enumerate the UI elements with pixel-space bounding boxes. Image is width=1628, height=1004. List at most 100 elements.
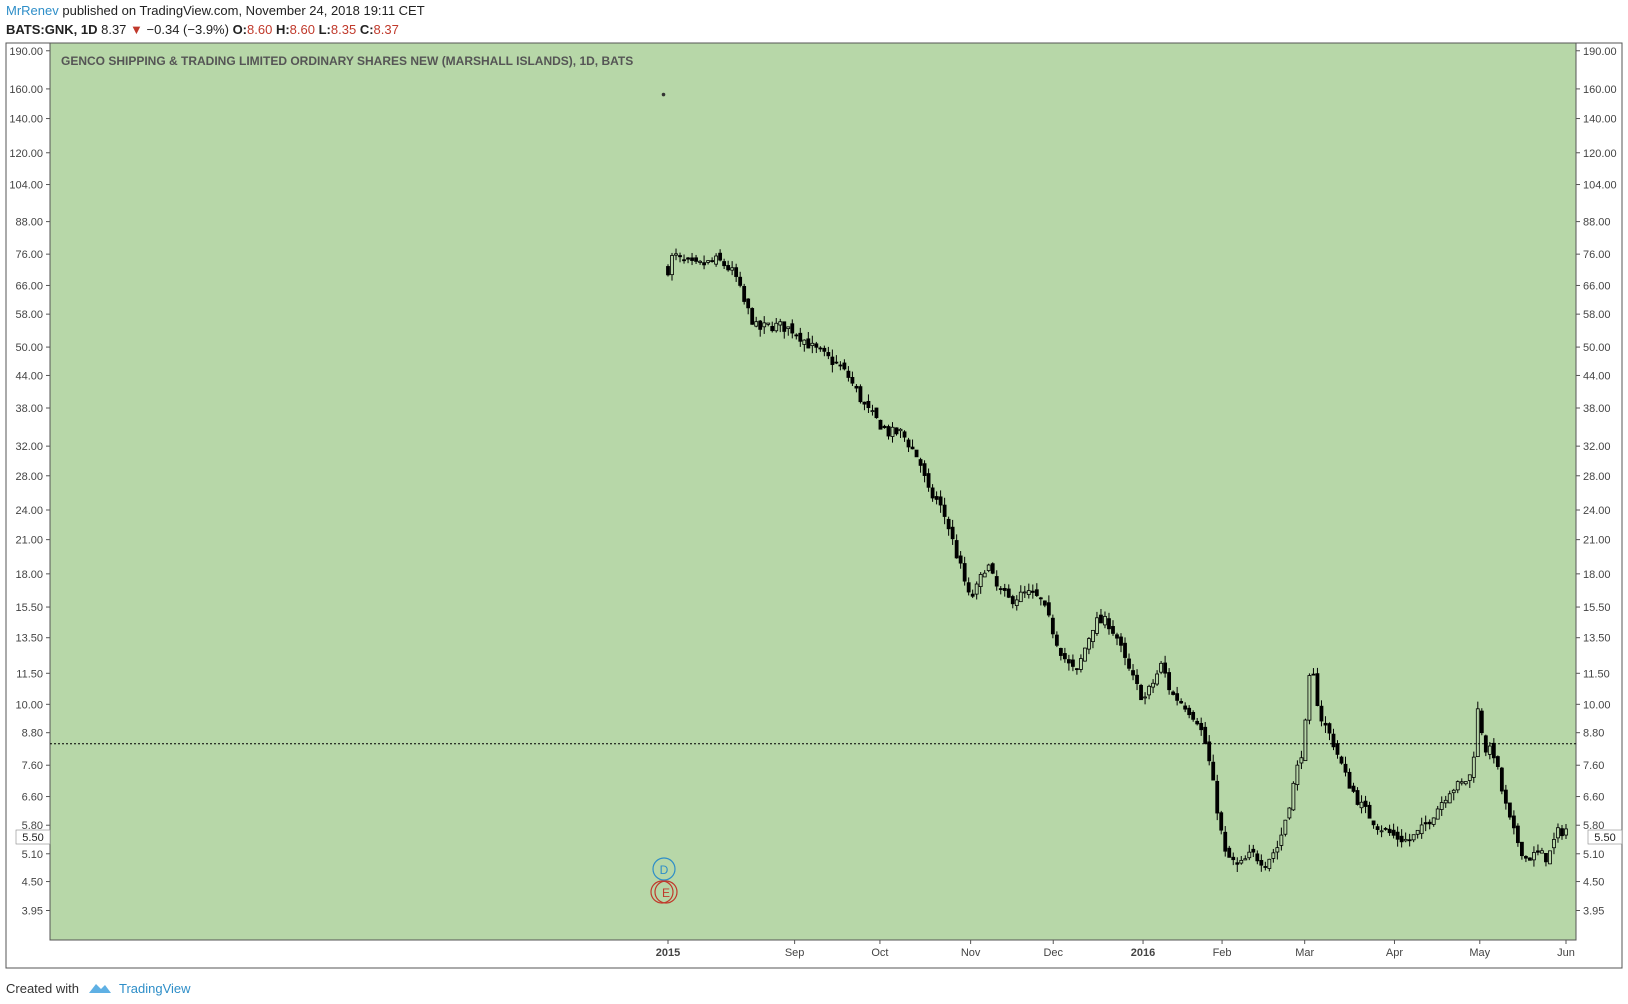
candle-body: [1227, 847, 1232, 858]
y-tick-label-left: 8.80: [22, 728, 43, 740]
candle-body: [1115, 634, 1119, 639]
y-tick-label-right: 5.80: [1583, 820, 1604, 832]
candle-body: [678, 255, 682, 258]
candle-body: [1231, 856, 1236, 861]
candle-body: [1395, 831, 1400, 840]
price-label-left: 5.50: [15, 829, 51, 845]
x-tick-label: Apr: [1386, 947, 1403, 959]
price-change: −0.34 (−3.9%): [146, 22, 229, 37]
candle-body: [1528, 857, 1532, 861]
candle-body: [718, 252, 723, 261]
candle-body: [778, 321, 783, 326]
candle-body: [1387, 828, 1392, 834]
candle-body: [834, 361, 839, 364]
candle-body: [1307, 675, 1312, 721]
y-tick-label-left: 32.00: [15, 441, 43, 453]
candle-body: [1399, 835, 1404, 843]
candle-body: [902, 431, 907, 438]
candle-body: [682, 259, 686, 262]
candle-body: [1131, 670, 1135, 676]
plot-area[interactable]: [49, 42, 1577, 941]
y-tick-label-left: 58.00: [15, 309, 43, 321]
y-tick-label-left: 76.00: [15, 249, 43, 261]
y-tick-label-left: 13.50: [15, 633, 43, 645]
candle-body: [1107, 618, 1111, 630]
candle-body: [1263, 866, 1268, 868]
close-label: C:: [359, 22, 374, 37]
candle-body: [818, 347, 823, 350]
candle-body: [970, 593, 975, 597]
candle-body: [918, 459, 923, 466]
candle-body: [926, 473, 931, 488]
y-tick-label-left: 88.00: [15, 217, 43, 229]
candle-body: [1050, 617, 1055, 635]
y-tick-label-right: 18.00: [1583, 569, 1611, 581]
tradingview-link[interactable]: TradingView: [118, 980, 191, 996]
candle-body: [1187, 707, 1192, 716]
y-tick-label-left: 44.00: [15, 370, 43, 382]
author-link[interactable]: MrRenev: [6, 3, 59, 18]
candle-body: [742, 286, 747, 302]
candle-body: [1475, 708, 1480, 758]
y-tick-label-right: 7.60: [1583, 760, 1604, 772]
candle-body: [706, 260, 710, 263]
publish-text: published on TradingView.com, November 2…: [58, 3, 425, 18]
y-tick-label-right: 6.60: [1583, 792, 1604, 804]
candle-body: [1271, 852, 1276, 859]
isolated-data-point: [661, 92, 666, 97]
candle-body: [1327, 723, 1332, 734]
candle-body: [854, 385, 859, 389]
candle-body: [1219, 812, 1224, 831]
y-axis-right: 190.00 160.00 140.00 120.00 104.00 88.00 76.00…: [1576, 46, 1617, 917]
candle-body: [1351, 785, 1356, 792]
candle-body: [1223, 831, 1228, 852]
y-tick-label-left: 15.50: [15, 602, 43, 614]
candle-body: [994, 576, 999, 587]
candle-body: [894, 427, 899, 435]
candle-body: [702, 262, 706, 266]
candle-body: [714, 255, 719, 265]
dividend-marker-label: D: [660, 863, 669, 877]
candle-body: [762, 322, 767, 328]
y-tick-label-left: 24.00: [15, 505, 43, 517]
candle-body: [1111, 626, 1115, 634]
candle-body: [1367, 804, 1372, 819]
x-tick-label: Feb: [1213, 947, 1232, 959]
candle-body: [1071, 659, 1075, 667]
candle-body: [1026, 590, 1031, 596]
candle-body: [730, 267, 735, 271]
candle-body: [998, 588, 1003, 590]
price-chart[interactable]: GENCO SHIPPING & TRADING LIMITED ORDINAR…: [0, 0, 1628, 972]
candle-body: [1079, 658, 1083, 670]
candle-body: [962, 563, 967, 582]
candle-body: [1423, 822, 1428, 825]
y-tick-label-left: 5.80: [22, 820, 43, 832]
candle-body: [1123, 642, 1127, 658]
candle-body: [1058, 647, 1063, 656]
candle-body: [734, 267, 739, 277]
candle-body: [810, 342, 815, 347]
candle-body: [1323, 722, 1328, 726]
candle-body: [1499, 767, 1504, 792]
price-label-left-box: [15, 829, 51, 845]
candle-body: [1411, 834, 1416, 841]
symbol-info: BATS:GNK, 1D 8.37 ▼ −0.34 (−3.9%) O:8.60…: [6, 22, 399, 37]
candle-body: [906, 439, 911, 448]
candle-body: [1199, 722, 1204, 731]
candle-body: [1403, 838, 1408, 842]
price-label-right-box: [1587, 829, 1623, 845]
y-tick-label-left: 50.00: [15, 342, 43, 354]
candle-body: [938, 496, 943, 506]
x-axis: 2015 Sep Oct Nov Dec 2016 Feb Mar Apr May Jun: [656, 940, 1575, 959]
candle-body: [1335, 743, 1340, 755]
y-tick-label-right: 38.00: [1583, 403, 1611, 415]
candle-body: [866, 400, 871, 409]
y-tick-label-right: 76.00: [1583, 249, 1611, 261]
candle-body: [754, 321, 759, 327]
candle-body: [1511, 815, 1516, 829]
earnings-marker: [654, 880, 678, 904]
candle-body: [1054, 634, 1059, 646]
candle-body: [1447, 793, 1452, 804]
open-value: 8.60: [247, 22, 273, 37]
candle-body: [670, 255, 674, 276]
